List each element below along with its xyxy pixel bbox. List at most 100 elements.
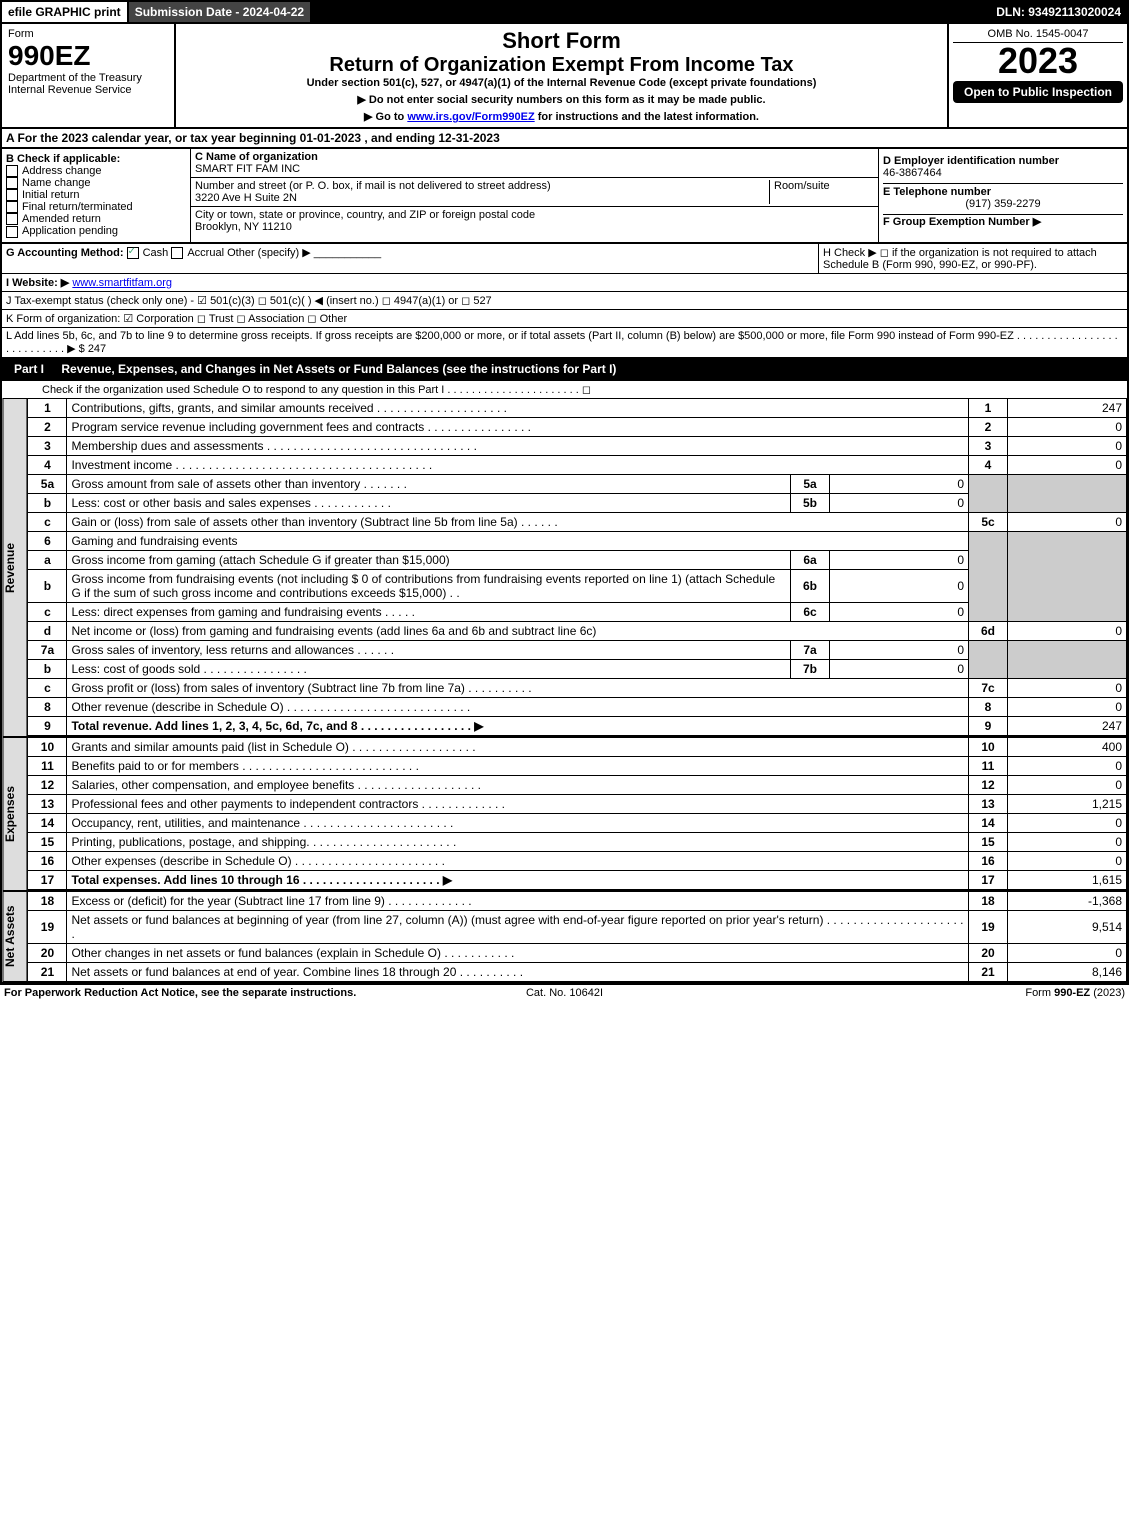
g-accrual: Accrual	[187, 247, 224, 259]
opt-pending: Application pending	[22, 225, 118, 237]
rn-19: 19	[969, 910, 1008, 943]
v-1: 247	[1008, 398, 1127, 417]
ln-7c: c	[28, 678, 67, 697]
section-a: A For the 2023 calendar year, or tax yea…	[0, 129, 1129, 149]
sv-6c: 0	[830, 602, 969, 621]
sn-5b: 5b	[791, 493, 830, 512]
ln-15: 15	[28, 832, 67, 851]
cb-cash[interactable]	[127, 247, 139, 259]
v-10: 400	[1008, 737, 1127, 756]
ln-5a: 5a	[28, 474, 67, 493]
rn-6d: 6d	[969, 621, 1008, 640]
website-link[interactable]: www.smartfitfam.org	[72, 277, 172, 289]
i-label: I Website: ▶	[6, 277, 69, 289]
irs-link[interactable]: www.irs.gov/Form990EZ	[407, 111, 534, 123]
sv-5a: 0	[830, 474, 969, 493]
submission-date: Submission Date - 2024-04-22	[129, 2, 312, 22]
opt-amended: Amended return	[22, 213, 101, 225]
part1-check: Check if the organization used Schedule …	[0, 381, 1129, 398]
v-17: 1,615	[1008, 870, 1127, 890]
city: Brooklyn, NY 11210	[195, 221, 292, 233]
ln-5b: b	[28, 493, 67, 512]
ln-4: 4	[28, 455, 67, 474]
cb-final-return[interactable]	[6, 201, 18, 213]
d-6d: Net income or (loss) from gaming and fun…	[67, 621, 969, 640]
d-13: Professional fees and other payments to …	[67, 794, 969, 813]
d-3: Membership dues and assessments . . . . …	[67, 436, 969, 455]
v-14: 0	[1008, 813, 1127, 832]
ln-1: 1	[28, 398, 67, 417]
d-4: Investment income . . . . . . . . . . . …	[67, 455, 969, 474]
rn-5c: 5c	[969, 512, 1008, 531]
v-4: 0	[1008, 455, 1127, 474]
rn-12: 12	[969, 775, 1008, 794]
expenses-section: Expenses 10Grants and similar amounts pa…	[0, 737, 1129, 891]
revenue-section: Revenue 1Contributions, gifts, grants, a…	[0, 398, 1129, 737]
tel-label: E Telephone number	[883, 186, 991, 198]
header-center: Short Form Return of Organization Exempt…	[176, 24, 949, 127]
sv-7a: 0	[830, 640, 969, 659]
cb-accrual[interactable]	[171, 247, 183, 259]
city-label: City or town, state or province, country…	[195, 209, 535, 221]
netassets-table: 18Excess or (deficit) for the year (Subt…	[27, 891, 1127, 982]
footer-catno: Cat. No. 10642I	[378, 987, 752, 999]
col-b-checkboxes: B Check if applicable: Address change Na…	[2, 149, 191, 242]
d-18: Excess or (deficit) for the year (Subtra…	[67, 891, 969, 910]
cb-amended-return[interactable]	[6, 213, 18, 225]
sv-6b: 0	[830, 569, 969, 602]
d-8: Other revenue (describe in Schedule O) .…	[67, 697, 969, 716]
rn-9: 9	[969, 716, 1008, 736]
form-number: 990EZ	[8, 40, 168, 72]
ln-10: 10	[28, 737, 67, 756]
dept-treasury: Department of the Treasury	[8, 72, 168, 84]
d-5c: Gain or (loss) from sale of assets other…	[67, 512, 969, 531]
sn-5a: 5a	[791, 474, 830, 493]
d-16: Other expenses (describe in Schedule O) …	[67, 851, 969, 870]
ln-6a: a	[28, 550, 67, 569]
ln-13: 13	[28, 794, 67, 813]
d-7b: Less: cost of goods sold . . . . . . . .…	[67, 659, 791, 678]
sn-6c: 6c	[791, 602, 830, 621]
group-exemption-label: F Group Exemption Number ▶	[883, 216, 1041, 228]
v-3: 0	[1008, 436, 1127, 455]
cb-application-pending[interactable]	[6, 226, 18, 238]
cb-address-change[interactable]	[6, 165, 18, 177]
ln-19: 19	[28, 910, 67, 943]
v-19: 9,514	[1008, 910, 1127, 943]
b-label: B Check if applicable:	[6, 153, 120, 165]
part1-label: Part I	[8, 360, 50, 378]
v-8: 0	[1008, 697, 1127, 716]
ln-8: 8	[28, 697, 67, 716]
page-footer: For Paperwork Reduction Act Notice, see …	[0, 984, 1129, 1001]
ln-6: 6	[28, 531, 67, 550]
sn-6b: 6b	[791, 569, 830, 602]
rn-1: 1	[969, 398, 1008, 417]
irs: Internal Revenue Service	[8, 84, 168, 96]
footer-formno: Form 990-EZ (2023)	[751, 987, 1125, 999]
header-right: OMB No. 1545-0047 2023 Open to Public In…	[949, 24, 1127, 127]
sv-7b: 0	[830, 659, 969, 678]
room-suite-label: Room/suite	[770, 180, 874, 204]
d-5b: Less: cost or other basis and sales expe…	[67, 493, 791, 512]
opt-address: Address change	[22, 165, 102, 177]
instr-goto: ▶ Go to www.irs.gov/Form990EZ for instru…	[182, 110, 941, 123]
ln-6d: d	[28, 621, 67, 640]
v-15: 0	[1008, 832, 1127, 851]
rn-17: 17	[969, 870, 1008, 890]
sv-6a: 0	[830, 550, 969, 569]
v-13: 1,215	[1008, 794, 1127, 813]
cb-name-change[interactable]	[6, 177, 18, 189]
opt-initial: Initial return	[22, 189, 79, 201]
instr-ssn: ▶ Do not enter social security numbers o…	[182, 93, 941, 106]
ein-label: D Employer identification number	[883, 155, 1059, 167]
telephone: (917) 359-2279	[883, 198, 1123, 210]
d-2: Program service revenue including govern…	[67, 417, 969, 436]
cb-initial-return[interactable]	[6, 189, 18, 201]
efile-print-link[interactable]: efile GRAPHIC print	[2, 2, 129, 22]
rn-20: 20	[969, 943, 1008, 962]
ln-21: 21	[28, 962, 67, 981]
d-1: Contributions, gifts, grants, and simila…	[67, 398, 969, 417]
rn-4: 4	[969, 455, 1008, 474]
rn-8: 8	[969, 697, 1008, 716]
c-name-label: C Name of organization	[195, 151, 318, 163]
